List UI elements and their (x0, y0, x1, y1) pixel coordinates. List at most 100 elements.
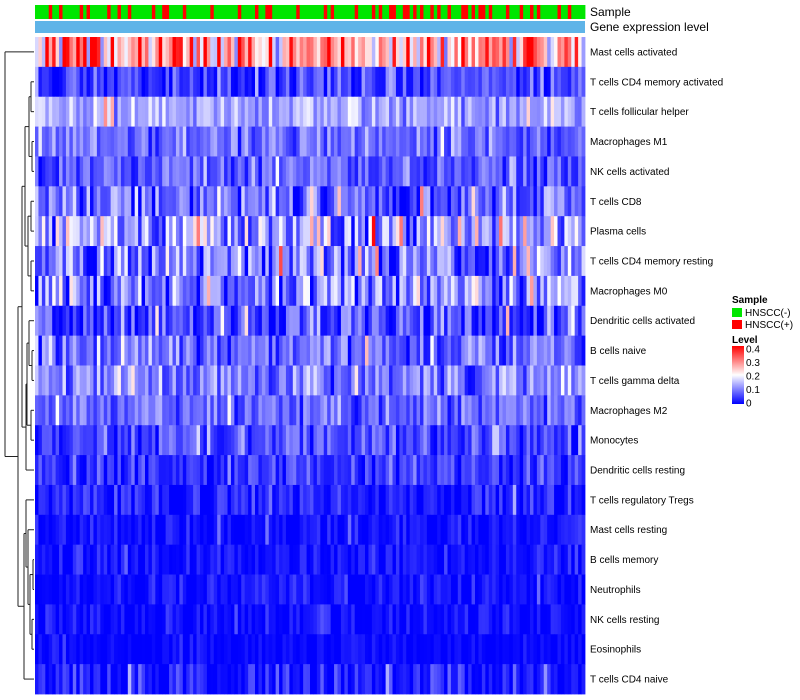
heatmap-cell (268, 186, 273, 217)
heatmap-cell (327, 395, 332, 426)
heatmap-cell (557, 275, 562, 307)
heatmap-cell (175, 37, 180, 68)
heatmap-cell (492, 275, 497, 307)
sample-annotation-cell (530, 5, 534, 19)
heatmap-cell (86, 305, 91, 337)
heatmap-cell (313, 335, 318, 366)
heatmap-cell (547, 216, 552, 247)
heatmap-cell (165, 96, 170, 127)
heatmap-cell (193, 246, 197, 277)
heatmap-cell (69, 484, 74, 516)
heatmap-cell (550, 96, 555, 127)
heatmap-cell (230, 514, 235, 546)
heatmap-cell (389, 484, 393, 516)
heatmap-cell (148, 425, 153, 456)
heatmap-cell (45, 305, 50, 337)
heatmap-cell (38, 365, 43, 396)
heatmap-cell (217, 514, 222, 546)
heatmap-cell (499, 484, 503, 516)
heatmap-cell (371, 96, 376, 127)
sample-annotation-cell (272, 5, 277, 19)
heatmap-cell (120, 246, 125, 277)
heatmap-cell (450, 96, 455, 127)
heatmap-cell (196, 246, 201, 277)
heatmap-cell (481, 634, 486, 665)
heatmap-cell (162, 604, 167, 635)
heatmap-cell (100, 634, 105, 665)
heatmap-cell (299, 305, 304, 337)
heatmap-cell (96, 37, 101, 68)
heatmap-cell (351, 96, 356, 127)
heatmap-cell (275, 186, 280, 217)
heatmap-cell (540, 216, 545, 247)
heatmap-cell (536, 544, 541, 575)
heatmap-cell (389, 335, 393, 366)
heatmap-cell (86, 365, 91, 396)
heatmap-cell (340, 66, 345, 98)
heatmap-cell (289, 604, 294, 635)
sample-annotation-cell (151, 5, 156, 19)
heatmap-cell (285, 305, 290, 337)
heatmap-cell (285, 395, 290, 426)
heatmap-cell (516, 216, 521, 247)
heatmap-cell (505, 425, 510, 456)
heatmap-cell (540, 96, 545, 127)
heatmap-cell (361, 335, 366, 366)
heatmap-cell (151, 305, 156, 337)
heatmap-cell (189, 335, 194, 366)
heatmap-cell (303, 246, 307, 277)
heatmap-cell (230, 484, 235, 516)
heatmap-cell (193, 275, 197, 307)
heatmap-cell (282, 126, 287, 157)
sample-annotation-cell (471, 5, 476, 19)
heatmap-cell (175, 335, 180, 366)
heatmap-cell (313, 126, 318, 157)
heatmap-cell (533, 544, 538, 575)
heatmap-cell (86, 574, 91, 605)
heatmap-cell (279, 126, 283, 157)
heatmap-cell (100, 574, 105, 605)
heatmap-cell (110, 156, 115, 187)
heatmap-cell (248, 395, 252, 426)
heatmap-cell (230, 604, 235, 635)
heatmap-cell (543, 664, 548, 695)
heatmap-cell (151, 484, 156, 516)
heatmap-cell (265, 156, 270, 187)
heatmap-cell (127, 514, 132, 546)
heatmap-cell (289, 664, 294, 695)
heatmap-cell (38, 66, 43, 98)
heatmap-cell (392, 186, 397, 217)
heatmap-cell (471, 96, 476, 127)
heatmap-cell (499, 156, 503, 187)
heatmap-cell (258, 305, 263, 337)
heatmap-cell (447, 126, 452, 157)
heatmap-cell (499, 365, 503, 396)
heatmap-cell (574, 425, 579, 456)
heatmap-cell (406, 425, 411, 456)
heatmap-cell (234, 425, 239, 456)
heatmap-cell (543, 574, 548, 605)
heatmap-cell (79, 634, 84, 665)
heatmap-cell (138, 37, 142, 68)
heatmap-cell (347, 365, 352, 396)
heatmap-cell (426, 305, 431, 337)
heatmap-cell (96, 395, 101, 426)
heatmap-cell (196, 484, 201, 516)
heatmap-cell (354, 484, 359, 516)
heatmap-cell (416, 604, 421, 635)
heatmap-cell (347, 275, 352, 307)
heatmap-cell (450, 574, 455, 605)
heatmap-cell (241, 37, 246, 68)
heatmap-cell (327, 96, 332, 127)
heatmap-cell (358, 664, 362, 695)
heatmap-cell (530, 634, 534, 665)
heatmap-cell (485, 425, 490, 456)
heatmap-cell (131, 186, 136, 217)
heatmap-cell (402, 275, 407, 307)
sample-annotation-cell (38, 5, 43, 19)
heatmap-cell (375, 275, 380, 307)
heatmap-cell (230, 275, 235, 307)
heatmap-cell (35, 544, 39, 575)
heatmap-cell (48, 425, 53, 456)
heatmap-cell (155, 544, 160, 575)
